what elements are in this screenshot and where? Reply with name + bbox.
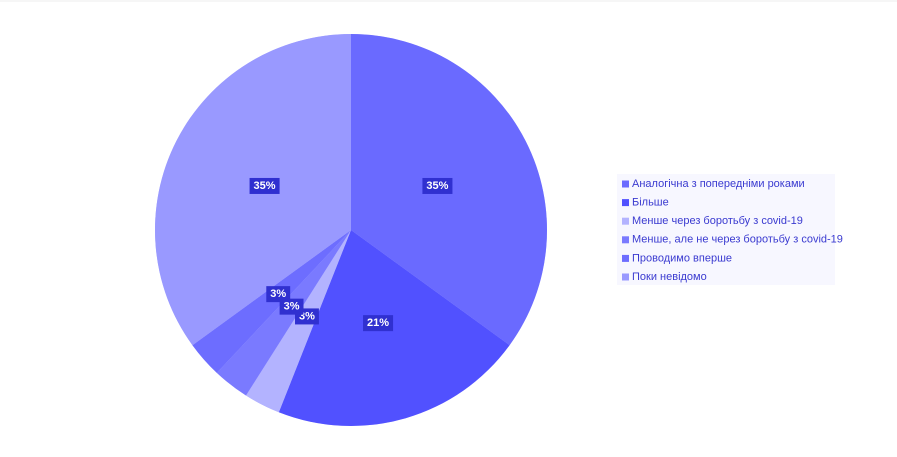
data-label-box [279,298,304,315]
data-label-box [363,315,394,332]
data-label: 21% [363,315,394,332]
legend-label: Більше [632,197,669,209]
data-label-box [422,177,453,194]
pie-labels: 35%21%3%3%3%35% [249,177,453,332]
data-label-box [266,286,291,303]
legend-swatch [622,254,629,262]
data-label: 3% [279,298,304,315]
legend-swatch [622,273,629,281]
legend-swatch [622,199,629,207]
data-label: 35% [422,177,453,194]
legend-swatch [622,236,629,244]
legend-label: Поки невідомо [632,271,707,283]
data-label-box [249,177,280,194]
data-label: 35% [249,177,280,194]
legend: Аналогічна з попередніми роками Більше Мен… [622,178,843,283]
data-label-text: 21% [367,317,389,329]
data-label-text: 3% [284,301,300,313]
legend-box [617,174,835,285]
pie [154,34,547,427]
legend-swatch [622,217,629,225]
legend-label: Проводимо вперше [632,252,732,264]
data-label-text: 35% [254,180,276,192]
pie-slice [278,230,510,427]
legend-label: Менше через боротьбу з covid-19 [632,215,803,227]
data-label-text: 35% [426,180,448,192]
data-label: 3% [266,286,291,303]
data-label-text: 3% [270,288,286,300]
legend-swatch [622,180,629,188]
legend-label: Аналогічна з попередніми роками [632,178,805,190]
legend-label: Менше, але не через боротьбу з covid-19 [632,234,843,246]
